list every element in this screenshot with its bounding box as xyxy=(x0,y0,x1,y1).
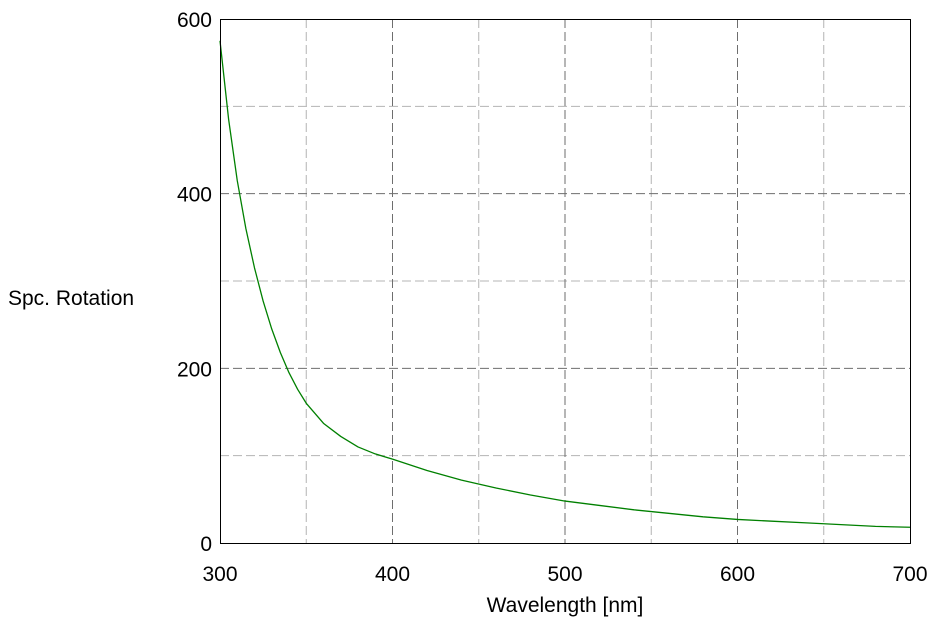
y-tick-label: 400 xyxy=(177,184,212,207)
y-tick-label: 200 xyxy=(177,358,212,381)
series-layer xyxy=(219,40,911,528)
x-tick-label: 300 xyxy=(202,563,237,586)
y-tick-label: 600 xyxy=(177,9,212,32)
x-axis-tick-labels: 300 400 500 600 700 xyxy=(202,563,927,586)
y-axis-tick-labels: 0 200 400 600 xyxy=(177,9,212,556)
y-tick-label: 0 xyxy=(200,533,212,556)
series-line xyxy=(219,40,911,528)
y-axis-title: Spc. Rotation xyxy=(8,287,134,310)
grid xyxy=(220,19,910,543)
x-tick-label: 700 xyxy=(892,563,927,586)
x-axis-title: Wavelength [nm] xyxy=(487,594,644,617)
x-tick-label: 500 xyxy=(547,563,582,586)
plot-frame xyxy=(220,19,911,544)
x-tick-label: 600 xyxy=(720,563,755,586)
x-tick-label: 400 xyxy=(375,563,410,586)
